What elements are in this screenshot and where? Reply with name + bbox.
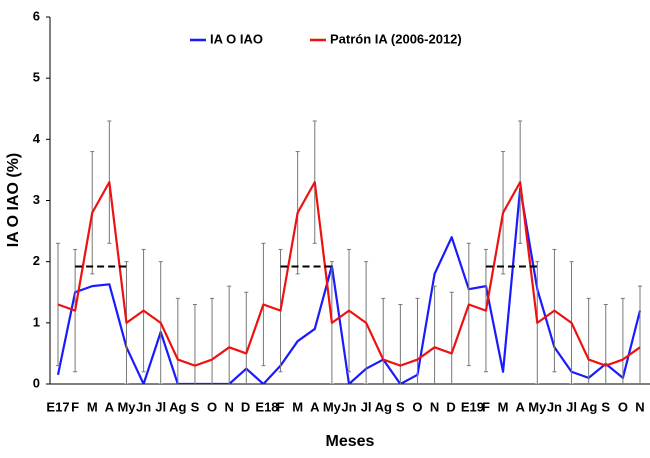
x-tick-label: Jn	[341, 399, 356, 414]
legend-label: IA O IAO	[210, 31, 263, 46]
x-tick-label: Jn	[136, 399, 151, 414]
x-tick-label: N	[430, 399, 439, 414]
x-tick-label: My	[528, 399, 547, 414]
x-tick-label: S	[601, 399, 610, 414]
x-tick-label: Ag	[169, 399, 186, 414]
legend-label: Patrón IA (2006-2012)	[330, 31, 462, 46]
x-tick-label: O	[412, 399, 422, 414]
series-line	[56, 187, 642, 384]
y-tick-label: 1	[33, 314, 40, 329]
x-tick-label: Jl	[566, 399, 577, 414]
x-tick-label: D	[446, 399, 455, 414]
y-tick-label: 6	[33, 8, 40, 23]
y-tick-label: 0	[33, 375, 40, 390]
x-tick-label: Jn	[547, 399, 562, 414]
x-tick-label: F	[71, 399, 79, 414]
x-tick-label: N	[224, 399, 233, 414]
x-tick-label: My	[117, 399, 136, 414]
x-tick-label: E17	[46, 399, 69, 414]
x-tick-label: M	[292, 399, 303, 414]
series-line	[57, 181, 641, 367]
x-axis-label: Meses	[326, 433, 375, 450]
x-tick-label: M	[87, 399, 98, 414]
x-tick-label: O	[618, 399, 628, 414]
plot-area	[56, 120, 642, 384]
x-tick-label: F	[277, 399, 285, 414]
x-tick-label: My	[323, 399, 342, 414]
x-tick-label: M	[498, 399, 509, 414]
x-tick-label: D	[241, 399, 250, 414]
x-tick-label: Jl	[361, 399, 372, 414]
x-tick-label: Jl	[155, 399, 166, 414]
x-tick-label: A	[310, 399, 320, 414]
y-tick-label: 3	[33, 192, 40, 207]
x-tick-label: E18	[255, 399, 278, 414]
x-tick-label: Ag	[375, 399, 392, 414]
x-tick-label: O	[207, 399, 217, 414]
y-tick-label: 2	[33, 253, 40, 268]
x-tick-label: S	[191, 399, 200, 414]
x-tick-label: A	[515, 399, 525, 414]
y-tick-label: 4	[33, 131, 41, 146]
x-tick-label: Ag	[580, 399, 597, 414]
x-tick-label: F	[482, 399, 490, 414]
y-tick-label: 5	[33, 70, 40, 85]
x-tick-label: E19	[461, 399, 484, 414]
y-axis-label: IA O IAO (%)	[5, 153, 22, 248]
x-tick-label: S	[396, 399, 405, 414]
x-tick-label: N	[635, 399, 644, 414]
x-tick-label: A	[105, 399, 115, 414]
